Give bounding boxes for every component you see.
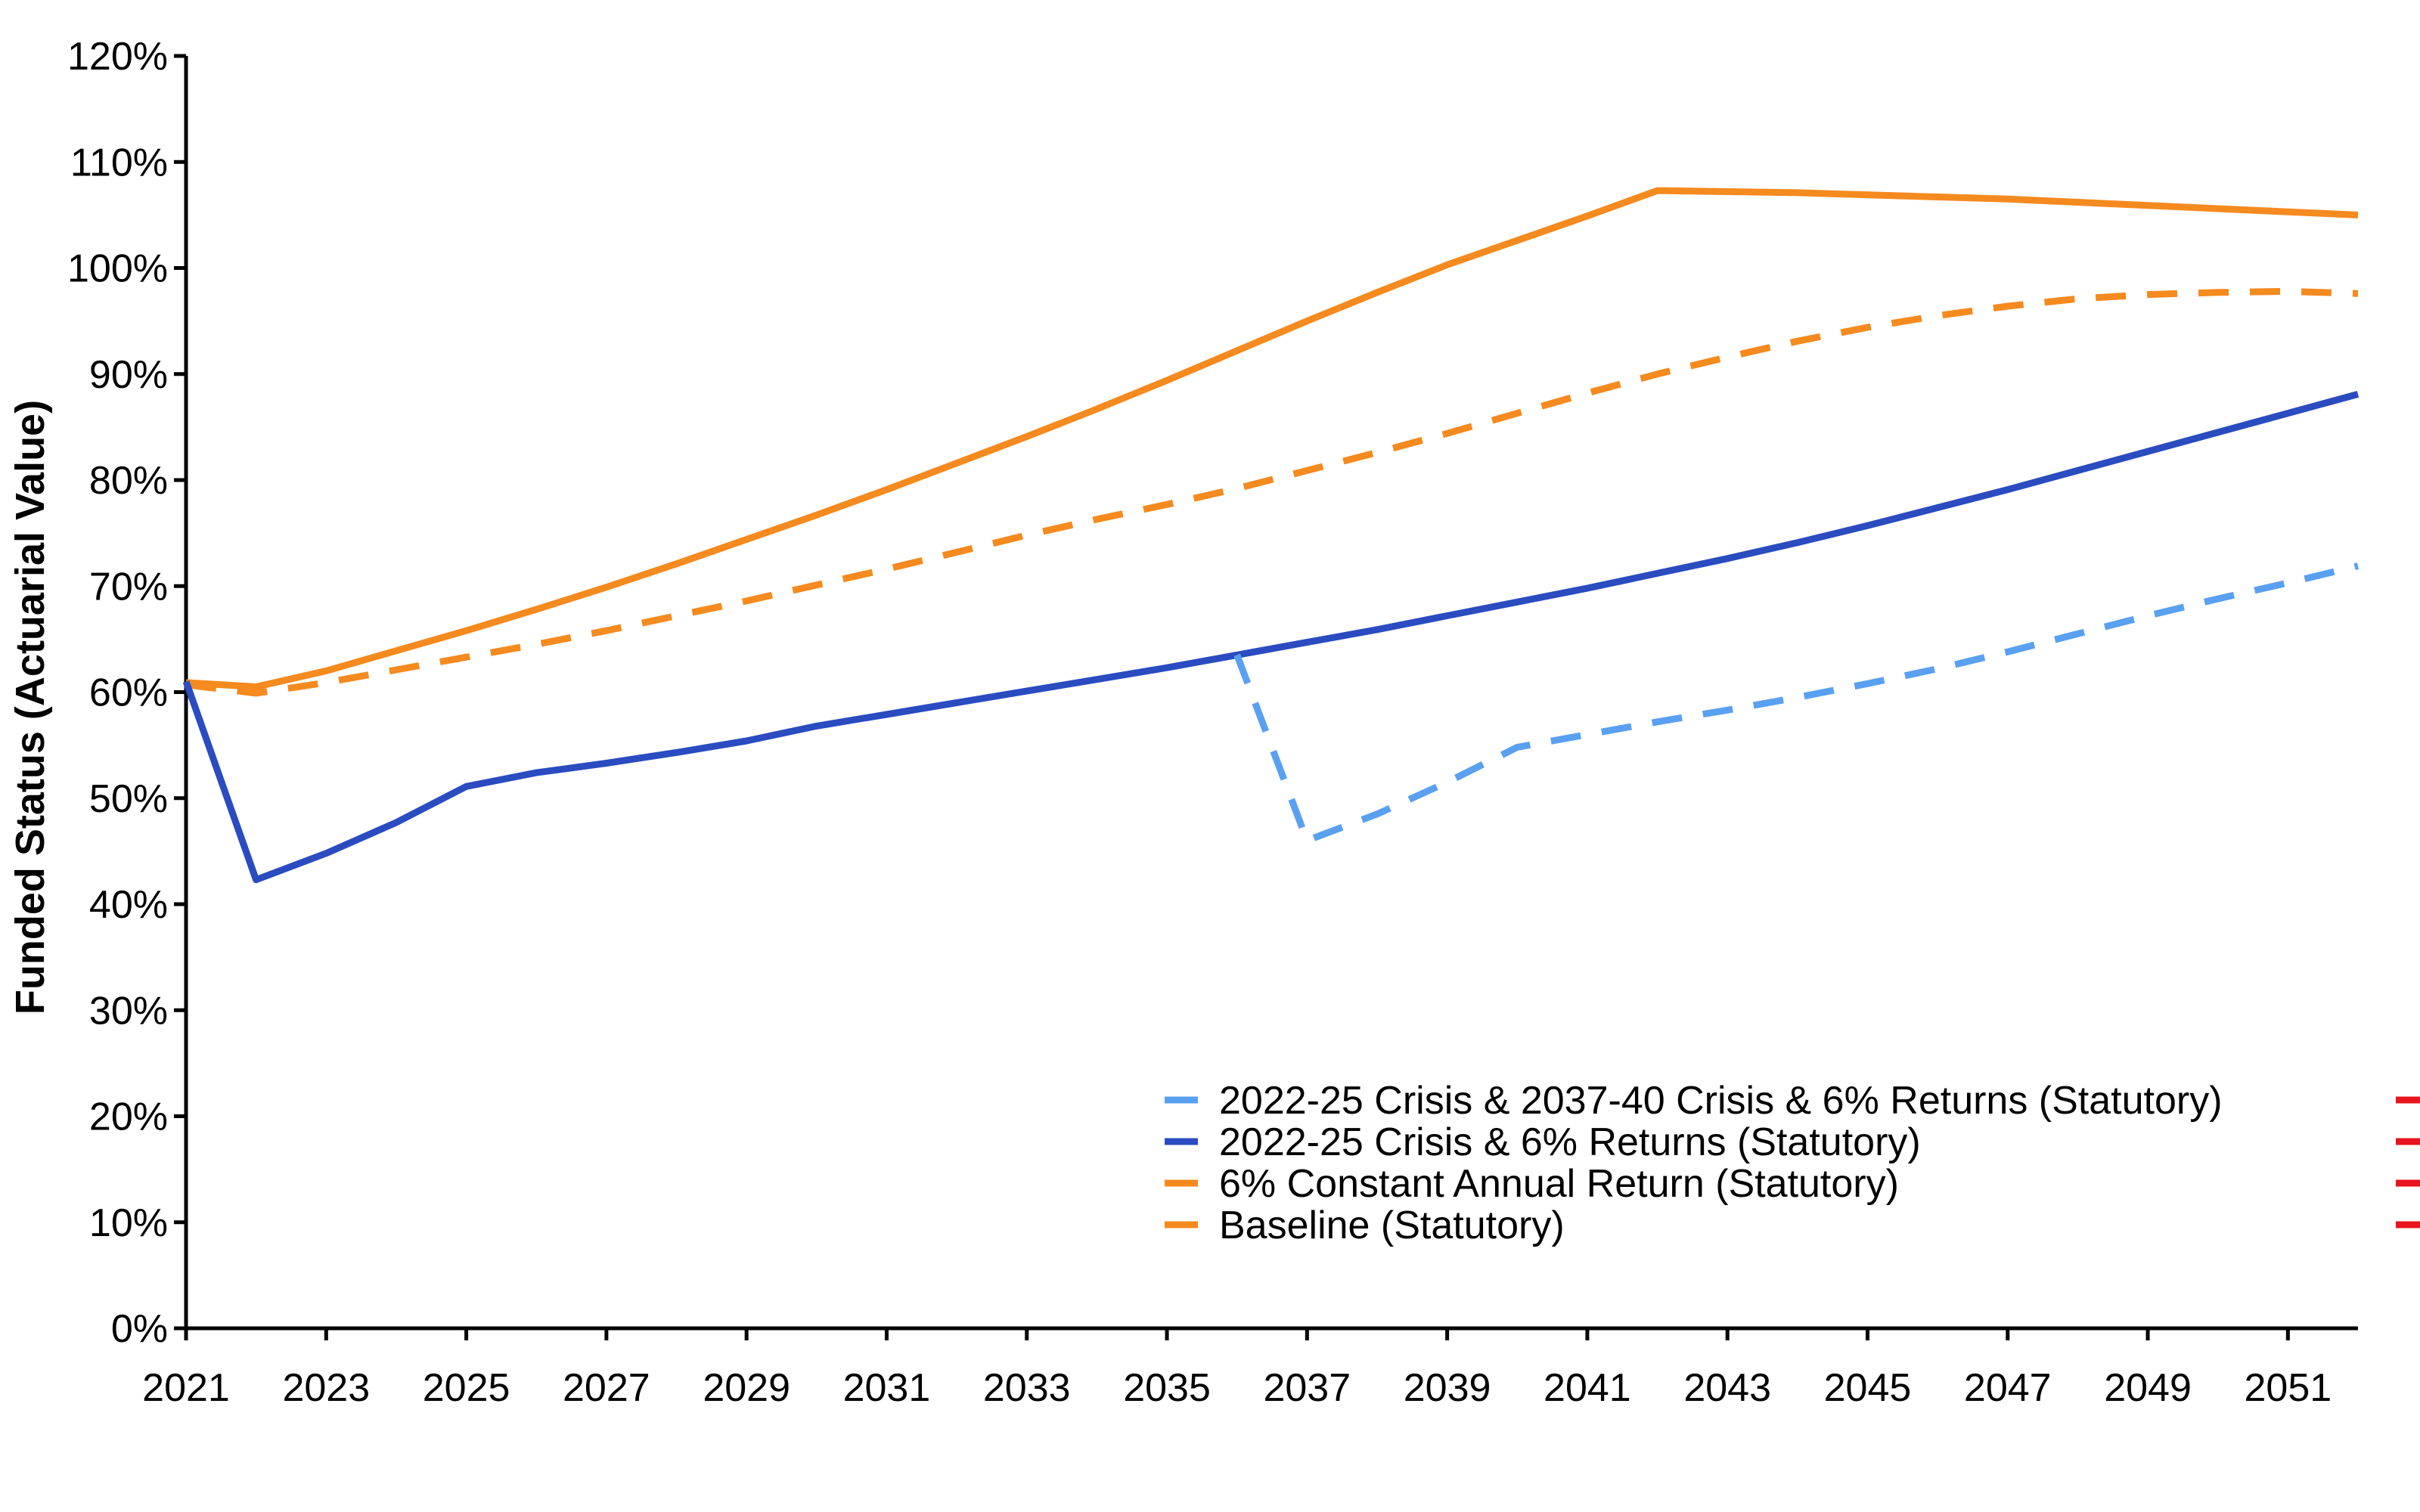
x-tick-label: 2033: [983, 1366, 1071, 1410]
x-tick-label: 2047: [1964, 1366, 2052, 1410]
x-tick-label: 2023: [282, 1366, 370, 1410]
y-axis-ticks: 0% 10% 20% 30% 40% 50% 60% 70% 80% 90% 100% 110% 120…: [67, 35, 186, 1351]
y-tick-label: 100%: [67, 247, 168, 291]
legend: 2022-25 Crisis & 2037-40 Crisis & 6% Ret…: [1165, 1079, 2420, 1247]
legend-label: Baseline (Statutory): [1219, 1204, 1565, 1247]
series-line: [182, 391, 2360, 884]
x-tick-label: 2029: [703, 1366, 790, 1410]
series-line: [185, 287, 2359, 697]
x-tick-label: 2051: [2245, 1366, 2332, 1410]
y-tick-label: 30%: [89, 989, 168, 1033]
legend-label: 2022-25 Crisis & 2037-40 Crisis & 6% Ret…: [1219, 1079, 2223, 1123]
y-tick-label: 80%: [89, 459, 168, 503]
x-axis-ticks: 2021 2023 2025 2027 2029 2031 2033 2035 2037 2039…: [142, 1328, 2332, 1410]
y-tick-label: 120%: [67, 35, 168, 79]
x-tick-label: 2039: [1404, 1366, 1491, 1410]
series-line: [1233, 562, 2360, 844]
legend-label: 6% Constant Annual Return (Statutory): [1219, 1162, 1899, 1206]
y-tick-label: 90%: [89, 353, 168, 397]
y-tick-label: 10%: [89, 1201, 168, 1245]
x-tick-label: 2031: [843, 1366, 931, 1410]
x-tick-label: 2027: [563, 1366, 650, 1410]
x-tick-label: 2043: [1683, 1366, 1771, 1410]
x-tick-label: 2025: [423, 1366, 510, 1410]
y-tick-label: 20%: [89, 1095, 168, 1139]
x-tick-label: 2045: [1824, 1366, 1912, 1410]
y-tick-label: 40%: [89, 883, 168, 927]
series-lines: [182, 187, 2360, 884]
y-axis-title: Funded Status (Actuarial Value): [8, 400, 53, 1015]
legend-label: 2022-25 Crisis & 6% Returns (Statutory): [1219, 1120, 1921, 1164]
y-tick-label: 60%: [89, 671, 168, 715]
y-tick-label: 70%: [89, 565, 168, 609]
series-line: [185, 187, 2359, 690]
x-tick-label: 2037: [1263, 1366, 1351, 1410]
y-tick-label: 0%: [111, 1307, 168, 1351]
x-tick-label: 2049: [2104, 1366, 2192, 1410]
x-tick-label: 2035: [1123, 1366, 1211, 1410]
x-tick-label: 2021: [142, 1366, 230, 1410]
x-tick-label: 2041: [1544, 1366, 1631, 1410]
y-tick-label: 50%: [89, 777, 168, 821]
y-tick-label: 110%: [70, 141, 168, 184]
